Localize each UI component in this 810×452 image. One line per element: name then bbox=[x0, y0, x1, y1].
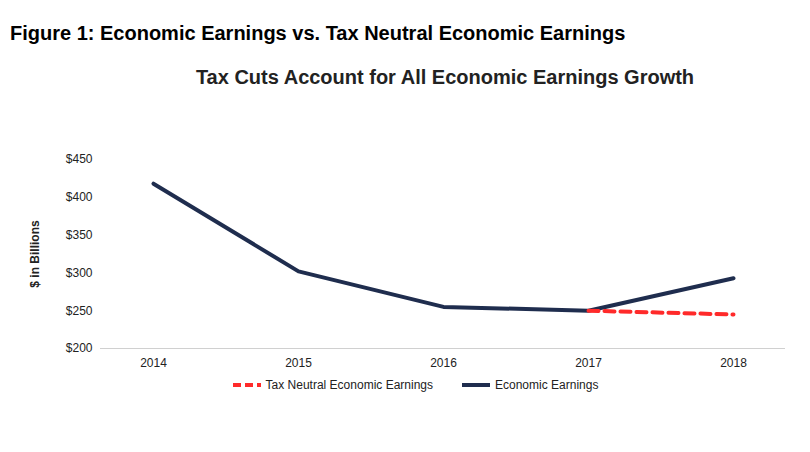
svg-text:$350: $350 bbox=[66, 228, 93, 242]
svg-text:$250: $250 bbox=[66, 304, 93, 318]
svg-text:$200: $200 bbox=[66, 341, 93, 355]
svg-text:2017: 2017 bbox=[575, 356, 602, 370]
svg-text:2015: 2015 bbox=[285, 356, 312, 370]
html-text:Tax Cuts Account for All Econo: Tax Cuts Account for All Economic Earnin… bbox=[195, 66, 695, 88]
svg-text:2014: 2014 bbox=[140, 356, 167, 370]
svg-text:2018: 2018 bbox=[720, 356, 747, 370]
svg-text:$ in Billions: $ in Billions bbox=[28, 220, 42, 288]
html-text:Tax Neutral Economic Earnings: Tax Neutral Economic Earnings bbox=[265, 378, 433, 392]
svg-text:$300: $300 bbox=[66, 266, 93, 280]
svg-text:$450: $450 bbox=[66, 152, 93, 166]
html-text:Economic Earnings: Economic Earnings bbox=[495, 378, 599, 392]
svg-text:$400: $400 bbox=[66, 190, 93, 204]
html-text:Figure 1: Economic Earnings vs: Figure 1: Economic Earnings vs. Tax Neut… bbox=[10, 22, 626, 44]
svg-text:2016: 2016 bbox=[430, 356, 457, 370]
